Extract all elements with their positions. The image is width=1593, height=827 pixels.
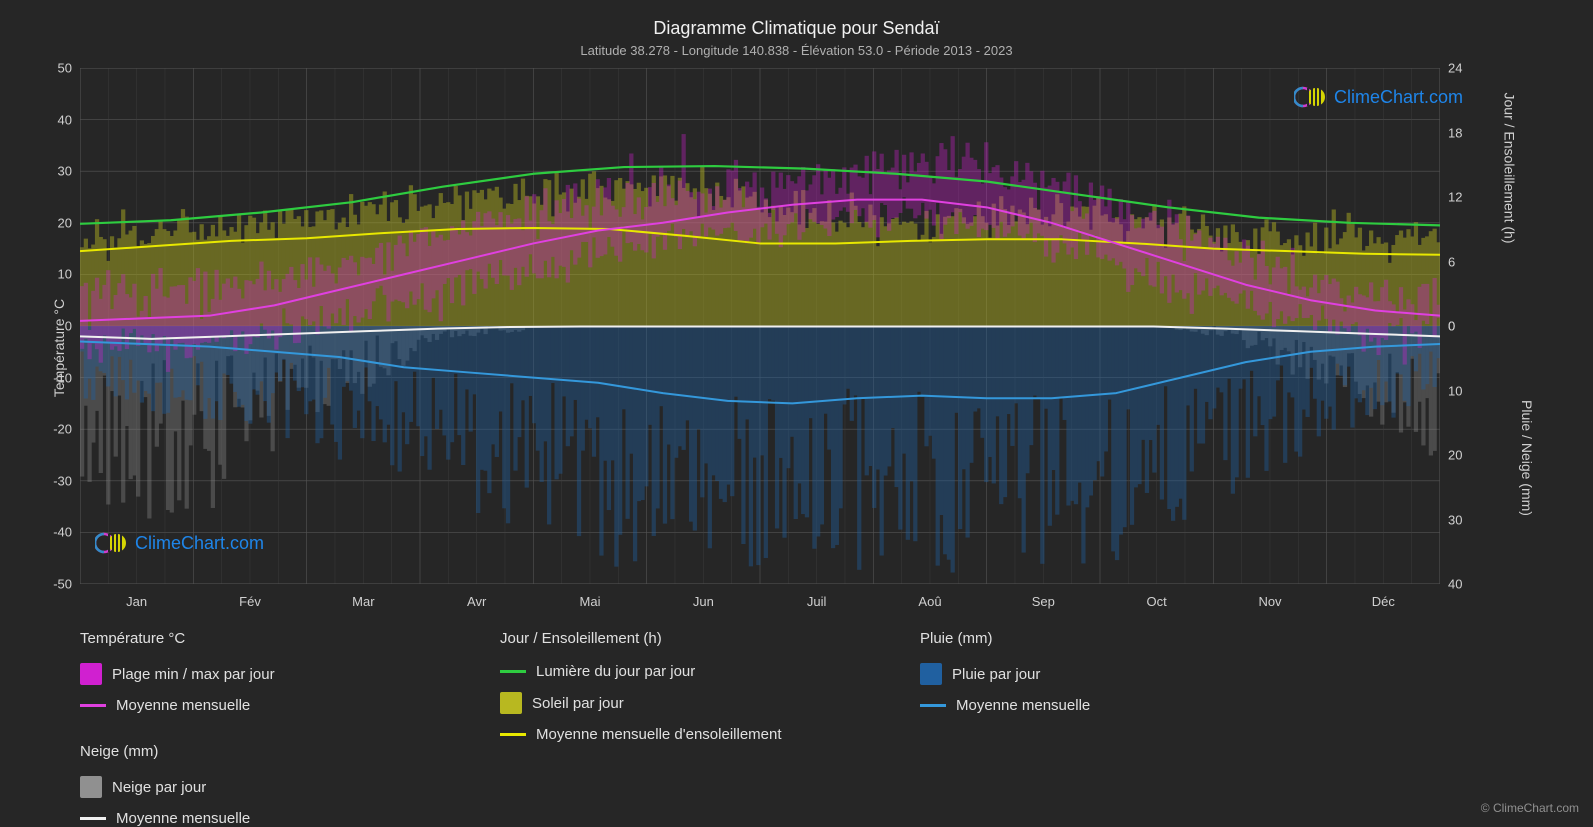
- plot-area: -50-40-30-20-100102030405006121824010203…: [80, 68, 1440, 584]
- legend-label: Pluie par jour: [952, 666, 1040, 683]
- y-tick-right-top: 18: [1448, 125, 1462, 140]
- legend-header: Température °C: [80, 630, 460, 647]
- x-tick: Juil: [807, 594, 827, 609]
- legend-label: Moyenne mensuelle d'ensoleillement: [536, 726, 782, 743]
- legend-swatch: [920, 704, 946, 707]
- climate-chart: Diagramme Climatique pour Sendaï Latitud…: [0, 0, 1593, 825]
- y-axis-right-bottom-label: Pluie / Neige (mm): [1519, 400, 1535, 516]
- y-tick-right-bottom: 20: [1448, 448, 1462, 463]
- watermark-top: ClimeChart.com: [1294, 86, 1463, 108]
- chart-subtitle: Latitude 38.278 - Longitude 140.838 - Él…: [0, 39, 1593, 58]
- watermark-text: ClimeChart.com: [135, 533, 264, 554]
- legend-swatch: [500, 692, 522, 714]
- x-tick: Aoû: [918, 594, 941, 609]
- legend-header: Neige (mm): [80, 743, 340, 760]
- legend-swatch: [80, 776, 102, 798]
- y-tick-right-top: 24: [1448, 61, 1462, 76]
- x-tick: Fév: [239, 594, 261, 609]
- y-tick-left: -30: [53, 473, 72, 488]
- y-tick-right-top: 12: [1448, 190, 1462, 205]
- x-tick: Jun: [693, 594, 714, 609]
- y-tick-left: 50: [58, 61, 72, 76]
- legend-column: Jour / Ensoleillement (h) Lumière du jour…: [500, 630, 920, 743]
- legend-item: Lumière du jour par jour: [500, 663, 880, 680]
- x-tick: Déc: [1372, 594, 1395, 609]
- x-tick: Avr: [467, 594, 486, 609]
- legend-label: Neige par jour: [112, 779, 206, 796]
- y-tick-left: 10: [58, 267, 72, 282]
- y-tick-left: 20: [58, 215, 72, 230]
- x-tick: Sep: [1032, 594, 1055, 609]
- legend-header: Jour / Ensoleillement (h): [500, 630, 880, 647]
- legend-item: Plage min / max par jour: [80, 663, 460, 685]
- x-tick: Nov: [1258, 594, 1281, 609]
- legend-label: Lumière du jour par jour: [536, 663, 695, 680]
- legend-column: Pluie (mm) Pluie par jour Moyenne mensuell…: [920, 630, 1220, 743]
- copyright: © ClimeChart.com: [1481, 801, 1579, 815]
- x-tick: Mai: [580, 594, 601, 609]
- y-axis-right-top-label: Jour / Ensoleillement (h): [1502, 93, 1518, 244]
- x-tick: Oct: [1147, 594, 1167, 609]
- legend-swatch: [920, 663, 942, 685]
- legend-item: Moyenne mensuelle: [80, 810, 340, 827]
- y-tick-right-bottom: 40: [1448, 577, 1462, 592]
- legend-label: Moyenne mensuelle: [956, 697, 1090, 714]
- x-tick: Jan: [126, 594, 147, 609]
- y-tick-right-bottom: 30: [1448, 512, 1462, 527]
- watermark-text: ClimeChart.com: [1334, 87, 1463, 108]
- legend-item: Pluie par jour: [920, 663, 1180, 685]
- legend-item: Moyenne mensuelle d'ensoleillement: [500, 726, 880, 743]
- legend-label: Moyenne mensuelle: [116, 810, 250, 827]
- y-tick-left: 30: [58, 164, 72, 179]
- watermark-logo-icon: [1294, 86, 1328, 108]
- watermark-logo-icon: [95, 532, 129, 554]
- legend-swatch: [80, 817, 106, 820]
- y-tick-left: -10: [53, 370, 72, 385]
- y-tick-left: -50: [53, 577, 72, 592]
- y-tick-right-bottom: 0: [1448, 319, 1455, 334]
- y-tick-right-top: 6: [1448, 254, 1455, 269]
- x-tick: Mar: [352, 594, 374, 609]
- legend-label: Soleil par jour: [532, 695, 624, 712]
- legend-item: Moyenne mensuelle: [80, 697, 460, 714]
- legend-column: Neige (mm) Neige par jour Moyenne mensuell…: [80, 743, 380, 827]
- legend: Température °C Plage min / max par jour Mo…: [80, 630, 1500, 827]
- y-tick-left: 40: [58, 112, 72, 127]
- chart-title: Diagramme Climatique pour Sendaï: [0, 0, 1593, 39]
- legend-item: Neige par jour: [80, 776, 340, 798]
- legend-item: Soleil par jour: [500, 692, 880, 714]
- legend-swatch: [80, 663, 102, 685]
- y-tick-left: -20: [53, 422, 72, 437]
- legend-column: Température °C Plage min / max par jour Mo…: [80, 630, 500, 743]
- legend-swatch: [500, 670, 526, 673]
- legend-item: Moyenne mensuelle: [920, 697, 1180, 714]
- legend-label: Moyenne mensuelle: [116, 697, 250, 714]
- legend-header: Pluie (mm): [920, 630, 1180, 647]
- y-tick-right-bottom: 10: [1448, 383, 1462, 398]
- watermark-bottom: ClimeChart.com: [95, 532, 264, 554]
- legend-label: Plage min / max par jour: [112, 666, 275, 683]
- y-tick-left: 0: [65, 319, 72, 334]
- y-tick-left: -40: [53, 525, 72, 540]
- plot-svg: [80, 68, 1440, 584]
- legend-swatch: [500, 733, 526, 736]
- legend-swatch: [80, 704, 106, 707]
